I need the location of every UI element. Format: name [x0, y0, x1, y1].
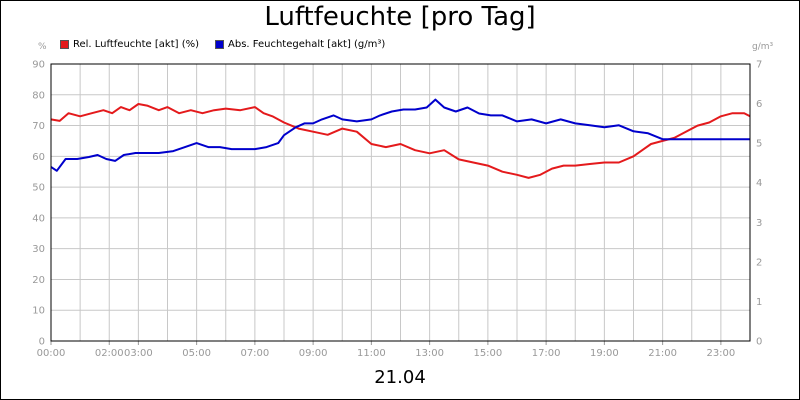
x-tick-label: 07:00: [240, 348, 269, 359]
plot-border: [50, 63, 751, 342]
x-tick-label: 02:00: [95, 348, 124, 359]
x-tick-label: 15:00: [473, 348, 502, 359]
legend-label-rel-humidity: Rel. Luftfeuchte [akt] (%): [73, 39, 200, 50]
date-label: 21.04: [374, 367, 426, 388]
x-tick-label: 03:00: [124, 348, 153, 359]
legend-item-rel-humidity: Rel. Luftfeuchte [akt] (%): [60, 39, 199, 50]
x-tick-label: 09:00: [299, 348, 328, 359]
series-line-rel-humidity: [50, 103, 751, 179]
y-right-tick-label: 4: [756, 178, 762, 189]
y-left-tick-label: 90: [32, 60, 45, 71]
y-left-tick-label: 60: [32, 152, 45, 163]
x-tick-label: 11:00: [357, 348, 386, 359]
x-tick-label: 23:00: [706, 348, 735, 359]
y-left-tick-label: 30: [32, 244, 45, 255]
y-right-tick-label: 5: [756, 139, 762, 150]
x-tick-label: 21:00: [648, 348, 677, 359]
y-right-tick-label: 2: [756, 257, 762, 268]
x-tick-label: 19:00: [590, 348, 619, 359]
y-left-tick-label: 10: [32, 306, 45, 317]
y-left-tick-label: 0: [39, 337, 45, 348]
legend-swatch-red: [60, 40, 69, 49]
y-right-tick-label: 1: [756, 297, 762, 308]
chart-title: Luftfeuchte [pro Tag]: [264, 2, 536, 32]
right-axis-unit: g/m³: [752, 42, 774, 52]
x-tick-label: 00:00: [37, 348, 66, 359]
y-left-tick-label: 40: [32, 213, 45, 224]
y-left-tick-label: 20: [32, 275, 45, 286]
y-left-tick-label: 70: [32, 121, 45, 132]
y-right-tick-label: 6: [756, 99, 762, 110]
y-right-tick-label: 3: [756, 218, 762, 229]
y-left-tick-label: 80: [32, 90, 45, 101]
y-left-tick-label: 50: [32, 183, 45, 194]
y-right-tick-label: 7: [756, 60, 762, 71]
legend-swatch-blue: [215, 40, 224, 49]
x-tick-label: 17:00: [532, 348, 561, 359]
legend-item-abs-humidity: Abs. Feuchtegehalt [akt] (g/m³): [215, 39, 385, 50]
legend-label-abs-humidity: Abs. Feuchtegehalt [akt] (g/m³): [228, 39, 386, 50]
series-line-abs-humidity: [50, 98, 750, 172]
left-axis-unit: %: [38, 42, 47, 52]
y-right-tick-label: 0: [756, 337, 762, 348]
x-tick-label: 13:00: [415, 348, 444, 359]
x-tick-label: 05:00: [182, 348, 211, 359]
